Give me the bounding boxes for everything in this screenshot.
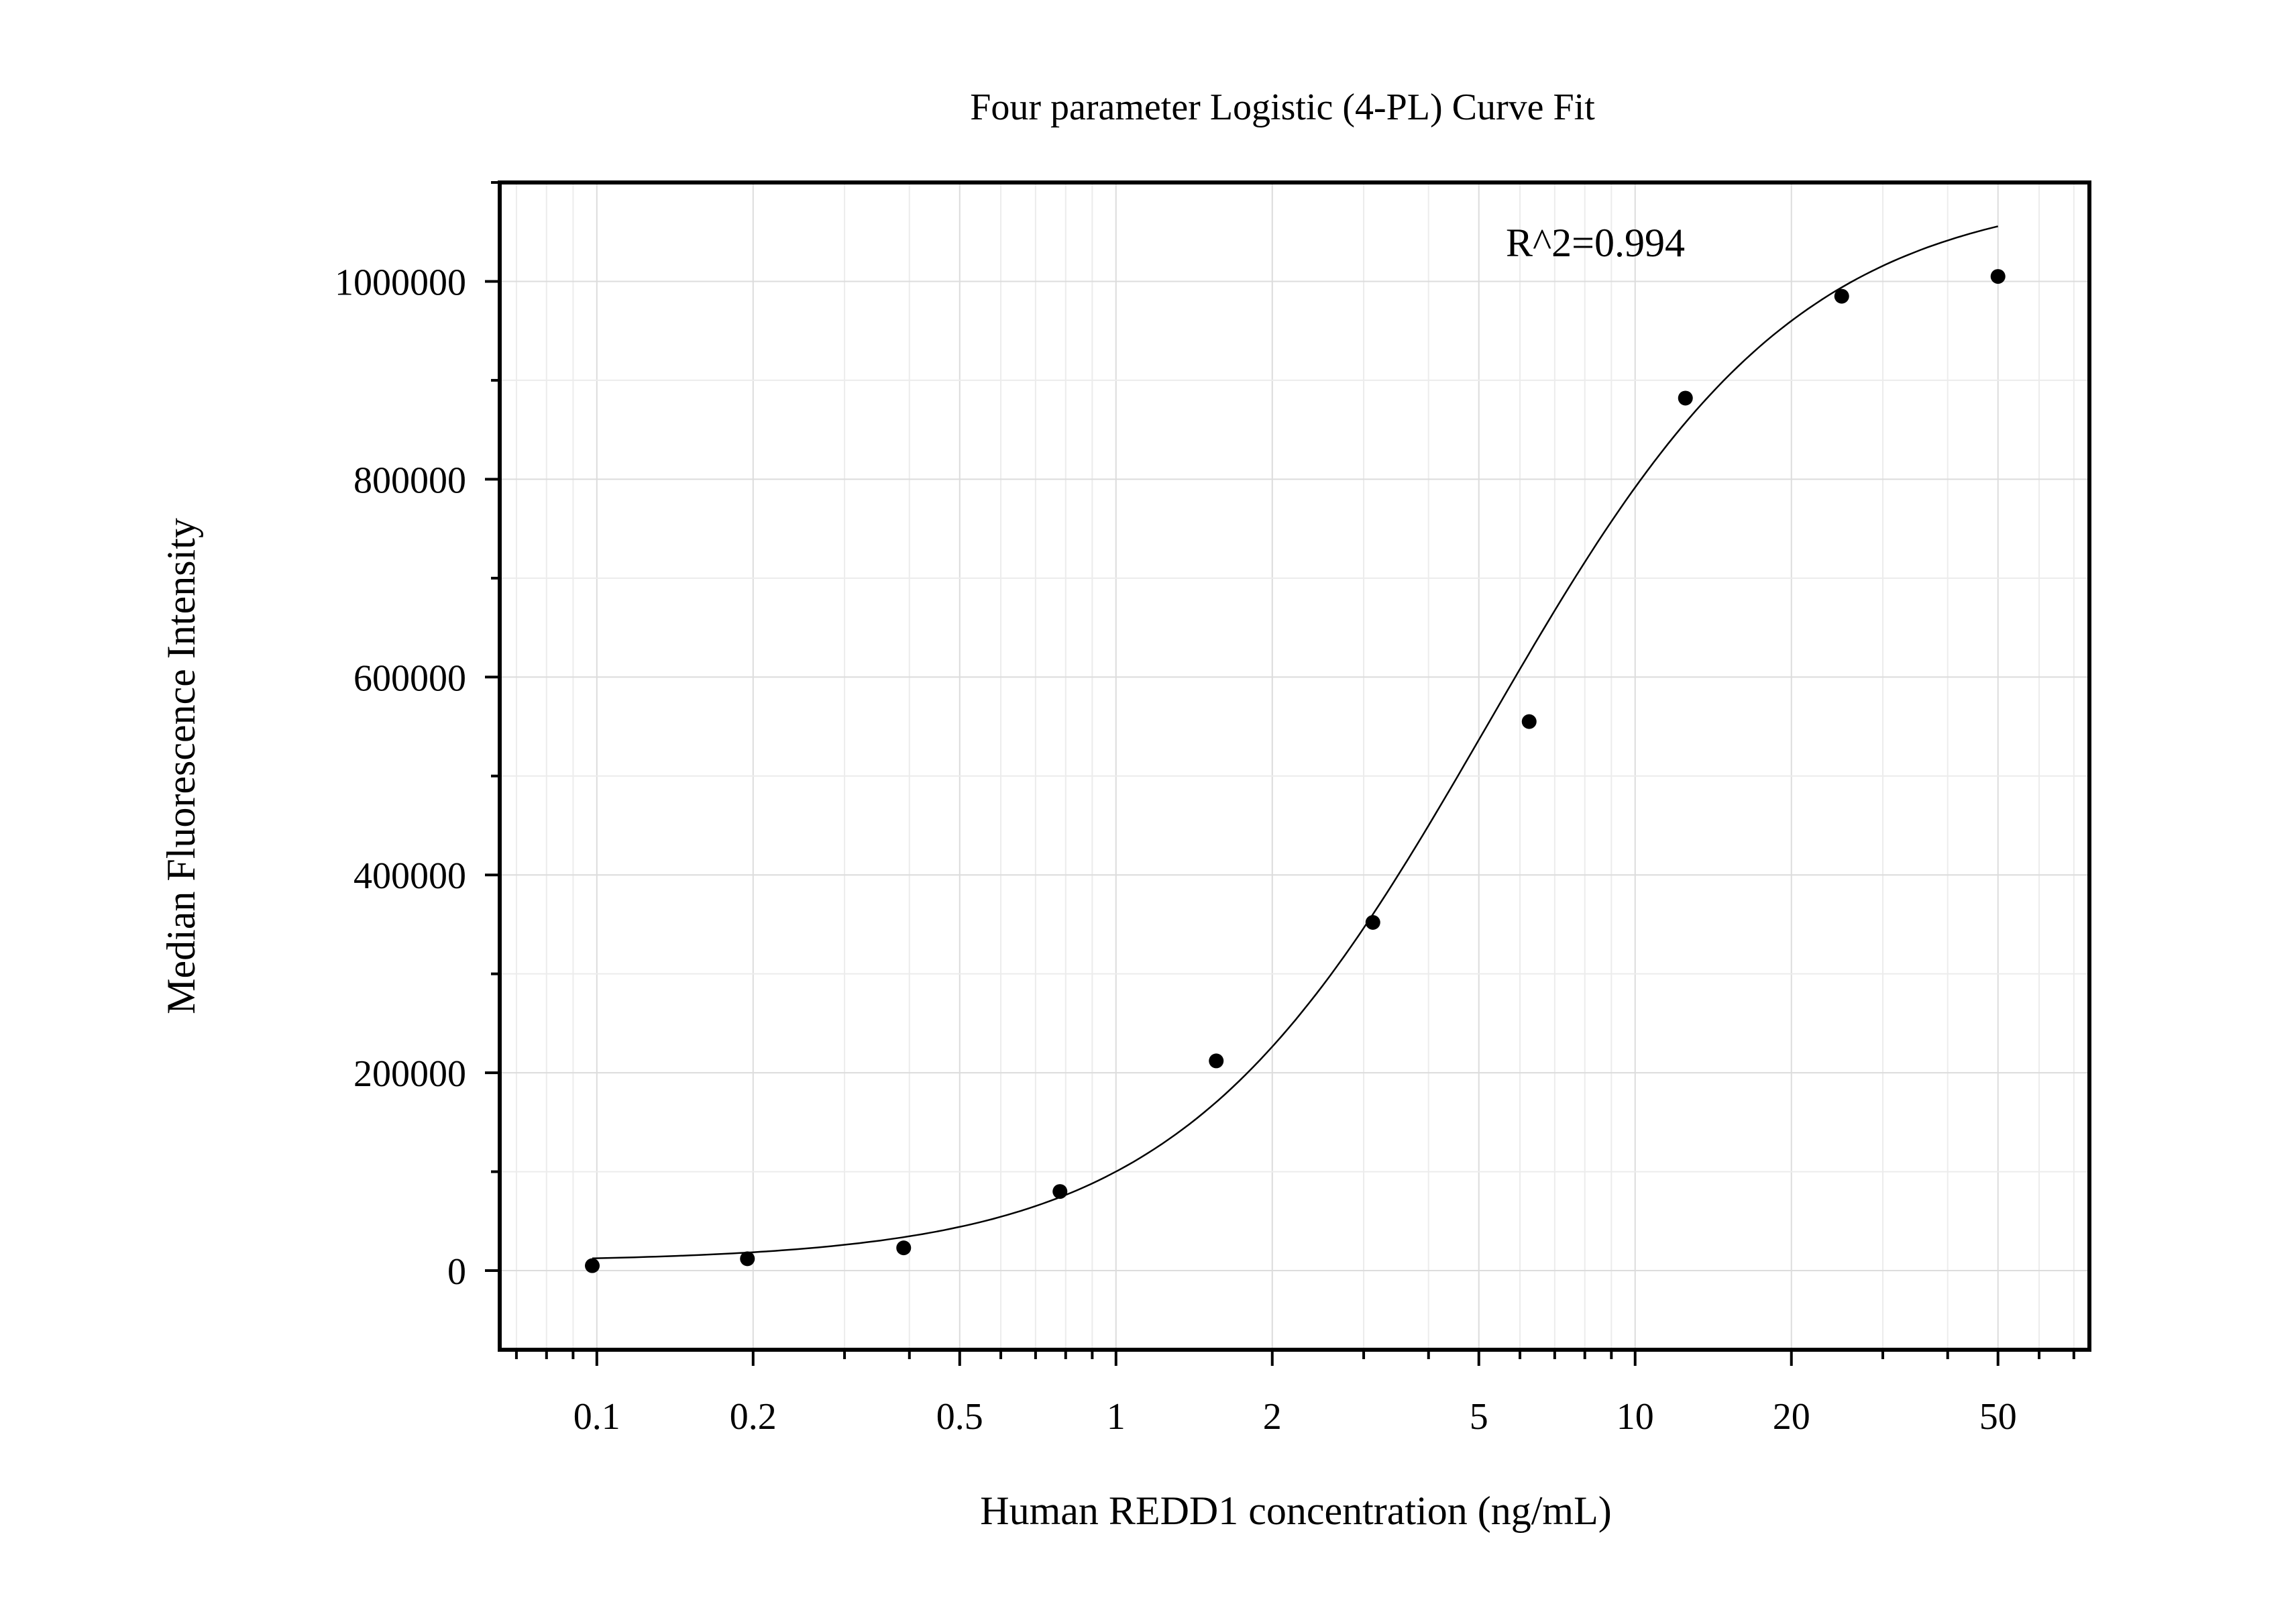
x-tick-label: 0.5 (936, 1396, 983, 1438)
y-tick-label: 800000 (353, 460, 466, 501)
x-axis-label: Human REDD1 concentration (ng/mL) (980, 1489, 1611, 1533)
y-tick-label: 200000 (353, 1053, 466, 1095)
grid (500, 182, 2089, 1350)
data-points (585, 269, 2006, 1273)
y-tick-label: 1000000 (335, 262, 466, 303)
data-point (1365, 914, 1380, 930)
x-tick-label: 5 (1470, 1396, 1488, 1438)
x-tick-label: 0.1 (573, 1396, 620, 1438)
x-tick-label: 20 (1773, 1396, 1810, 1438)
data-point (1521, 714, 1537, 729)
data-point (896, 1240, 912, 1256)
x-tick-label: 10 (1617, 1396, 1654, 1438)
x-tick-label: 2 (1263, 1396, 1282, 1438)
r-squared-annotation: R^2=0.994 (1506, 221, 1685, 265)
y-axis-label: Median Fluorescence Intensity (159, 518, 203, 1014)
fit-curve-layer (592, 225, 1999, 1259)
plot-frame (498, 180, 2091, 1352)
data-point (585, 1258, 600, 1273)
chart-title: Four parameter Logistic (4-PL) Curve Fit (970, 87, 1595, 128)
y-tick-label: 600000 (353, 657, 466, 699)
x-tick-label: 1 (1107, 1396, 1126, 1438)
fit-curve (592, 225, 1999, 1259)
y-axis-ticks: 0 200000 400000 600000 800000 1000000 (335, 181, 500, 1293)
x-tick-label: 50 (1979, 1396, 2017, 1438)
y-tick-label: 0 (447, 1251, 466, 1293)
data-point (1678, 390, 1693, 406)
data-point (740, 1251, 755, 1267)
y-tick-label: 400000 (353, 855, 466, 897)
data-point (1052, 1184, 1068, 1199)
data-point (1834, 288, 1849, 304)
data-point (1209, 1053, 1224, 1069)
x-tick-label: 0.2 (730, 1396, 777, 1438)
data-point (1990, 269, 2006, 284)
x-axis-ticks: 0.1 0.2 0.5 1 2 5 10 20 50 (514, 1350, 2075, 1438)
